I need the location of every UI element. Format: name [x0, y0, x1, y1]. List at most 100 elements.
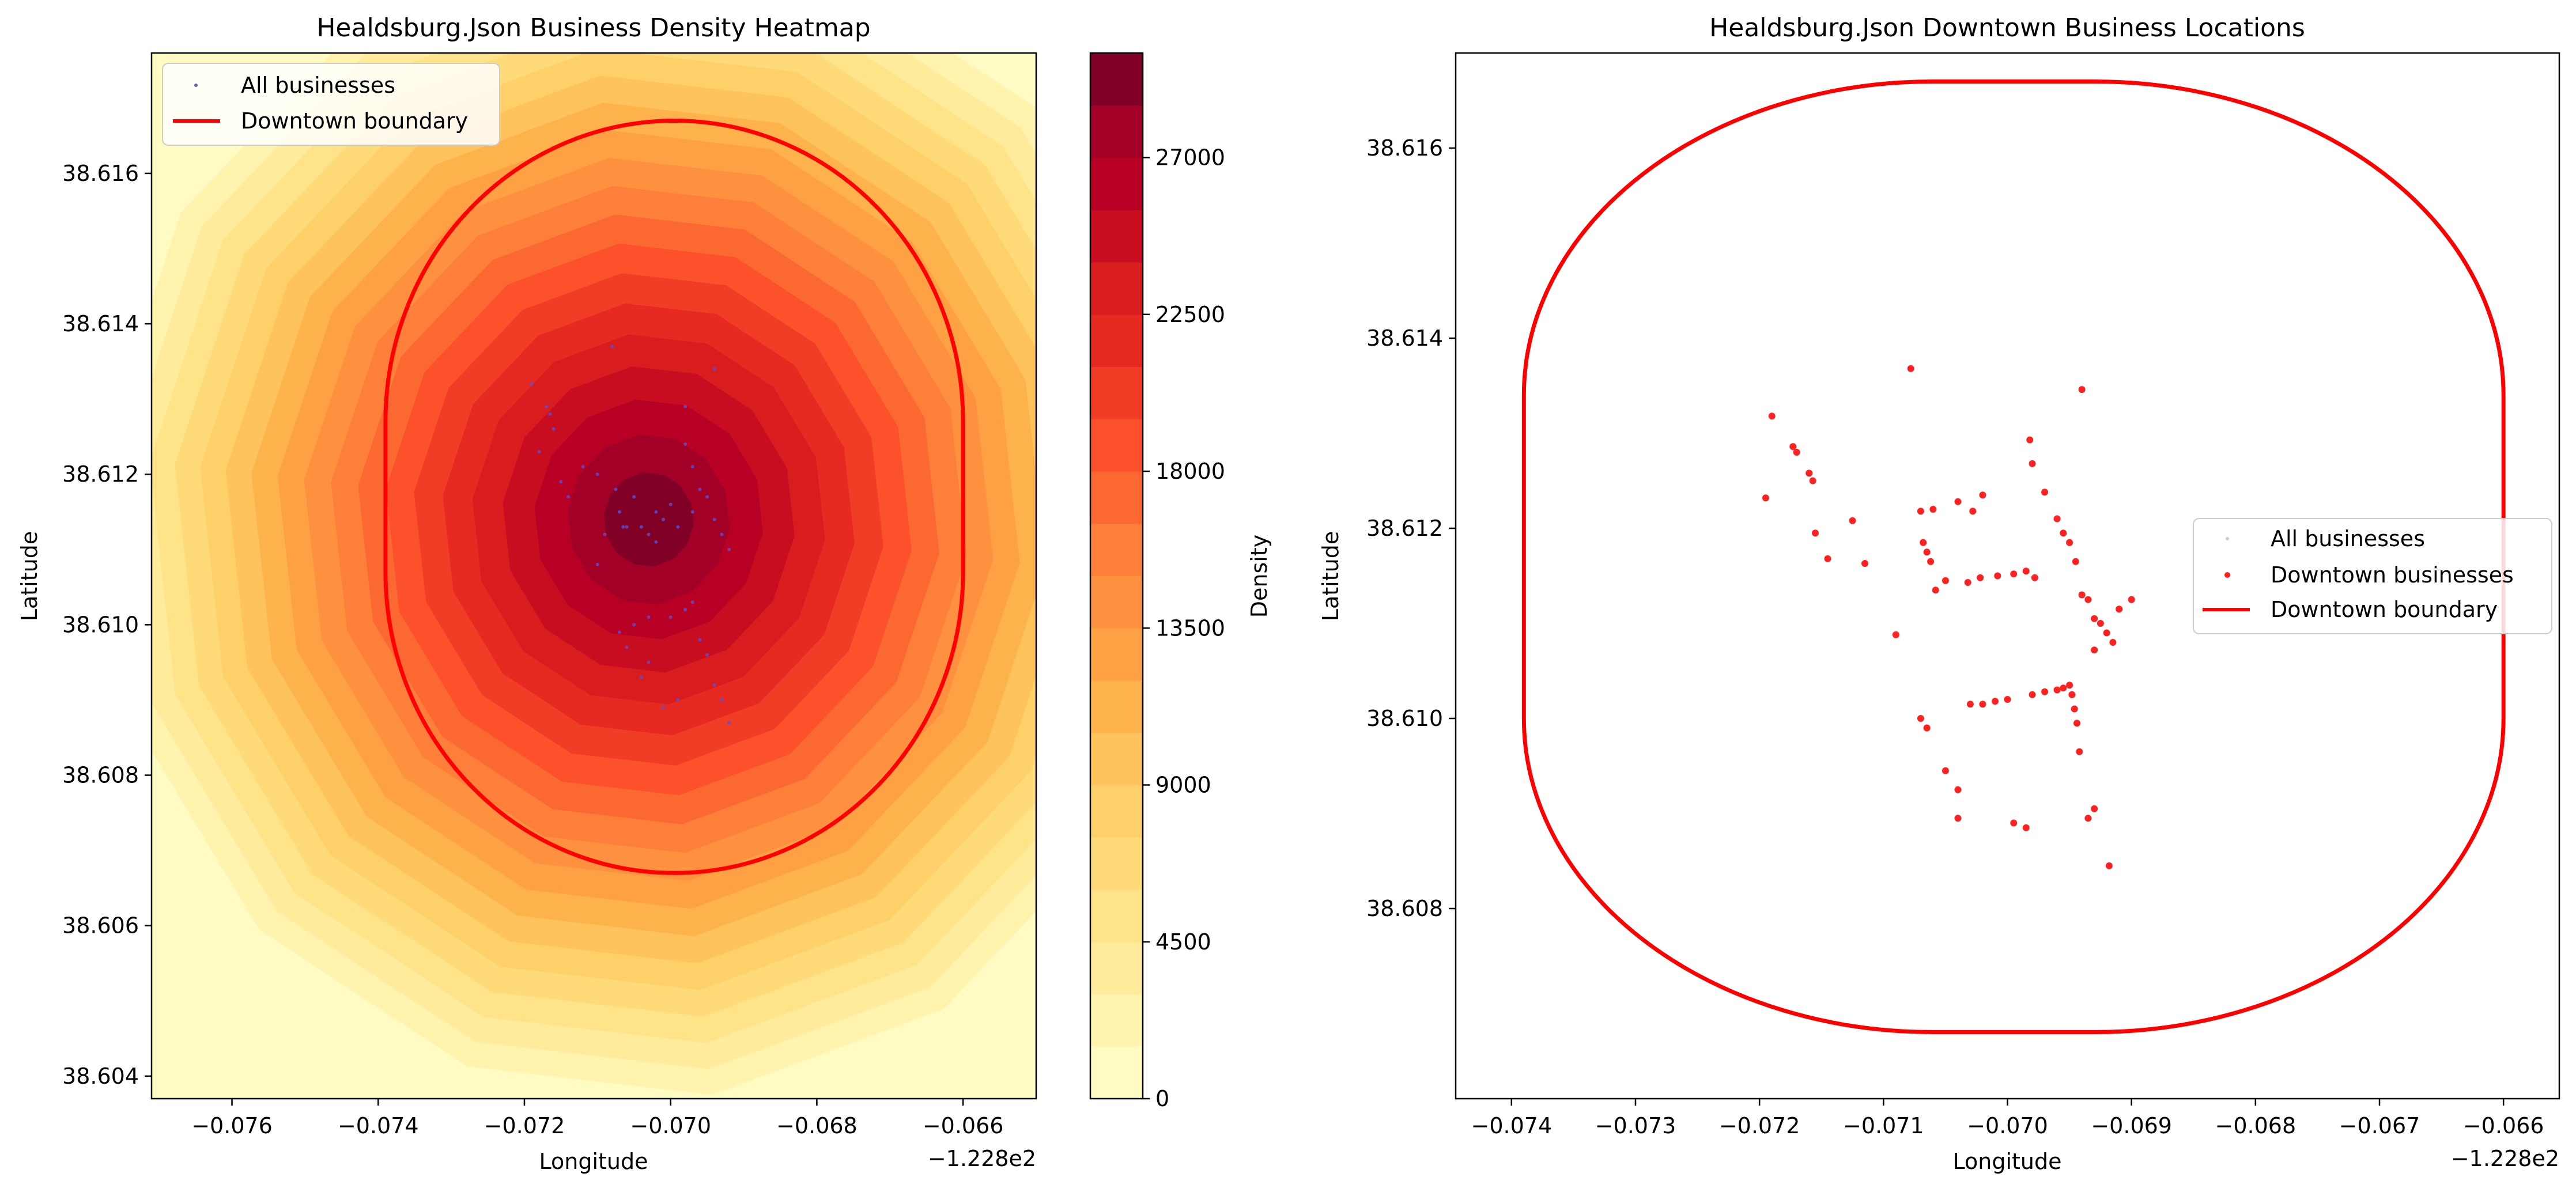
- scatter-y-tick-label: 38.608: [1366, 896, 1443, 921]
- business-point: [647, 532, 651, 536]
- business-point: [617, 630, 621, 634]
- heatmap-y-tick-label: 38.604: [62, 1064, 139, 1089]
- downtown-business-point: [1789, 443, 1797, 451]
- business-point: [639, 675, 643, 679]
- heatmap-y-tick-label: 38.610: [62, 612, 139, 637]
- heatmap-x-tick-label: −0.066: [923, 1113, 1004, 1138]
- downtown-business-point: [1969, 508, 1977, 515]
- heatmap-title: Healdsburg.Json Business Density Heatmap: [316, 13, 870, 43]
- legend-marker-downtown-businesses: [2224, 572, 2230, 578]
- scatter-x-tick-label: −0.071: [1843, 1113, 1924, 1138]
- scatter-x-ticks: −0.074 −0.073 −0.072 −0.071 −0.070 −0.069 −0.0…: [1471, 1099, 2544, 1138]
- downtown-business-point: [1920, 539, 1927, 546]
- downtown-business-point: [2072, 558, 2079, 565]
- scatter-x-tick-label: −0.067: [2339, 1113, 2420, 1138]
- colorbar-tick-label: 27000: [1155, 145, 1225, 171]
- density-contour-level: [603, 472, 694, 567]
- scatter-x-tick-label: −0.068: [2215, 1113, 2297, 1138]
- business-point: [610, 345, 614, 349]
- scatter-x-tick-label: −0.069: [2091, 1113, 2172, 1138]
- colorbar-band: [1090, 576, 1143, 629]
- scatter-y-tick-label: 38.610: [1366, 706, 1443, 731]
- downtown-business-point: [1954, 815, 1962, 822]
- business-point: [654, 540, 658, 544]
- business-point: [559, 480, 563, 484]
- business-point: [647, 615, 651, 619]
- heatmap-y-axis-label: Latitude: [17, 531, 42, 621]
- business-point: [537, 450, 541, 454]
- downtown-business-point: [2109, 639, 2117, 646]
- downtown-business-point: [2084, 815, 2092, 822]
- heatmap-x-tick-label: −0.072: [484, 1113, 565, 1138]
- business-point: [690, 465, 694, 469]
- legend-label-downtown-boundary-right: Downtown boundary: [2271, 597, 2498, 622]
- business-point: [621, 525, 625, 529]
- colorbar-band: [1090, 732, 1143, 785]
- scatter-y-ticks: 38.608 38.610 38.612 38.614 38.616: [1366, 135, 1456, 921]
- business-point: [632, 623, 636, 627]
- downtown-business-point: [1979, 491, 1986, 499]
- heatmap-x-tick-label: −0.068: [776, 1113, 858, 1138]
- scatter-y-axis-label: Latitude: [1318, 531, 1343, 621]
- business-point: [625, 525, 629, 529]
- downtown-business-point: [1994, 572, 2001, 580]
- business-point: [720, 698, 724, 702]
- downtown-business-point: [1861, 560, 1869, 567]
- downtown-business-point: [2053, 686, 2061, 694]
- colorbar-tick-label: 18000: [1155, 459, 1225, 484]
- business-point: [690, 600, 694, 604]
- downtown-business-point: [1942, 577, 1949, 584]
- business-point: [683, 442, 688, 446]
- legend-marker-all-businesses: [194, 84, 198, 87]
- colorbar-band: [1090, 105, 1143, 158]
- business-point: [712, 683, 716, 687]
- downtown-business-point: [2060, 684, 2067, 692]
- colorbar-band: [1090, 262, 1143, 315]
- heatmap-x-tick-label: −0.074: [338, 1113, 419, 1138]
- colorbar-band: [1090, 941, 1143, 994]
- business-point: [625, 645, 629, 649]
- downtown-business-point: [1927, 558, 1935, 565]
- scatter-x-tick-label: −0.066: [2463, 1113, 2544, 1138]
- downtown-business-point: [1954, 498, 1962, 505]
- business-point: [566, 495, 571, 499]
- heatmap-y-tick-label: 38.606: [62, 913, 139, 939]
- downtown-business-point: [2091, 646, 2098, 654]
- downtown-boundary-line: [383, 119, 965, 875]
- heatmap-y-tick-label: 38.612: [62, 461, 139, 487]
- downtown-business-point: [1932, 586, 1939, 594]
- downtown-business-point: [1977, 574, 1984, 581]
- downtown-business-point: [1793, 449, 1800, 456]
- colorbar-tick-label: 4500: [1155, 929, 1211, 955]
- business-point: [639, 525, 643, 529]
- heatmap-x-ticks: −0.076 −0.074 −0.072 −0.070 −0.068 −0.066: [191, 1099, 1003, 1138]
- downtown-business-point: [2053, 515, 2061, 523]
- business-point: [683, 404, 688, 408]
- downtown-business-point: [1923, 548, 1931, 556]
- business-point: [668, 502, 673, 506]
- heatmap-panel: −0.076 −0.074 −0.072 −0.070 −0.068 −0.066 38.…: [17, 13, 1272, 1174]
- business-points: [530, 345, 731, 725]
- downtown-business-point: [1929, 506, 1937, 513]
- business-point: [676, 698, 680, 702]
- colorbar-band: [1090, 53, 1143, 106]
- downtown-business-point: [2073, 720, 2080, 727]
- downtown-business-point: [2060, 529, 2067, 537]
- colorbar-band: [1090, 471, 1143, 524]
- downtown-business-point: [2066, 539, 2073, 546]
- business-point: [720, 532, 724, 536]
- heatmap-x-tick-label: −0.070: [630, 1113, 711, 1138]
- downtown-business-point: [2068, 691, 2076, 698]
- business-point: [727, 547, 731, 551]
- colorbar-band: [1090, 157, 1143, 210]
- downtown-business-point: [2091, 805, 2098, 812]
- downtown-business-point: [1942, 767, 1949, 774]
- downtown-business-point: [1768, 413, 1776, 420]
- downtown-business-point: [1917, 508, 1924, 515]
- downtown-business-point: [2071, 705, 2078, 713]
- colorbar-band: [1090, 994, 1143, 1047]
- colorbar-ticks: 0 4500 9000 13500 18000 22500 27000: [1143, 145, 1225, 1111]
- colorbar-band: [1090, 680, 1143, 733]
- legend-label-downtown-boundary: Downtown boundary: [241, 108, 468, 134]
- downtown-boundary-outline: [383, 119, 965, 875]
